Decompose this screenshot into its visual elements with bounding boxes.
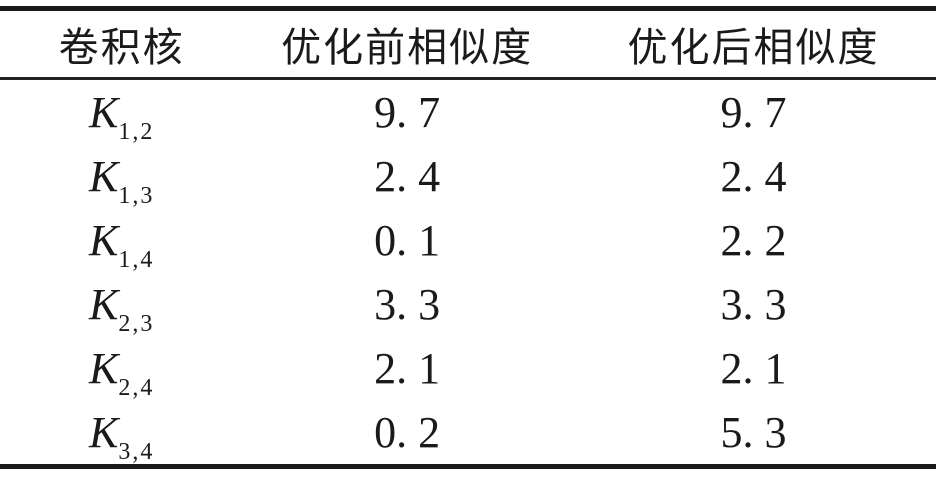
after-value: 3. 3 — [720, 279, 787, 329]
kernel-cell: K3,4 — [0, 407, 243, 465]
table-row: K3,4 0. 2 5. 3 — [0, 400, 936, 465]
col-header-before: 优化前相似度 — [281, 25, 534, 70]
kernel-subscript: 1,3 — [118, 182, 155, 209]
col-header-after: 优化后相似度 — [627, 25, 880, 70]
after-value: 5. 3 — [720, 407, 787, 457]
table-row: K2,3 3. 3 3. 3 — [0, 272, 936, 337]
table-row: K1,3 2. 4 2. 4 — [0, 144, 936, 209]
kernel-cell: K2,4 — [0, 343, 243, 401]
kernel-subscript: 2,3 — [118, 310, 155, 337]
col-header-kernel: 卷积核 — [58, 25, 185, 70]
kernel-subscript: 2,4 — [118, 374, 155, 401]
kernel-cell: K1,2 — [0, 87, 243, 145]
table-top-rule — [0, 6, 936, 11]
table-header-rule — [0, 77, 936, 80]
kernel-cell: K1,4 — [0, 215, 243, 273]
before-value: 2. 1 — [374, 343, 441, 393]
table-header-row: 卷积核 优化前相似度 优化后相似度 — [0, 11, 936, 77]
table-row: K2,4 2. 1 2. 1 — [0, 336, 936, 401]
table-bottom-rule — [0, 464, 936, 469]
table-row: K1,4 0. 1 2. 2 — [0, 208, 936, 273]
before-value: 0. 1 — [374, 215, 441, 265]
after-value: 2. 4 — [720, 151, 787, 201]
kernel-cell: K1,3 — [0, 151, 243, 209]
kernel-symbol: K — [89, 151, 119, 201]
before-value: 2. 4 — [374, 151, 441, 201]
kernel-subscript: 3,4 — [118, 438, 155, 465]
before-value: 9. 7 — [374, 87, 441, 137]
after-value: 9. 7 — [720, 87, 787, 137]
table-row: K1,2 9. 7 9. 7 — [0, 80, 936, 145]
before-value: 0. 2 — [374, 407, 441, 457]
after-value: 2. 1 — [720, 343, 787, 393]
similarity-table: 卷积核 优化前相似度 优化后相似度 K1,2 9. 7 9. 7 K1,3 2.… — [0, 11, 936, 465]
kernel-symbol: K — [89, 215, 119, 265]
kernel-symbol: K — [89, 279, 119, 329]
after-value: 2. 2 — [720, 215, 787, 265]
kernel-symbol: K — [89, 87, 119, 137]
kernel-subscript: 1,2 — [118, 118, 155, 145]
kernel-symbol: K — [89, 343, 119, 393]
kernel-subscript: 1,4 — [118, 246, 155, 273]
kernel-symbol: K — [89, 407, 119, 457]
kernel-cell: K2,3 — [0, 279, 243, 337]
before-value: 3. 3 — [374, 279, 441, 329]
